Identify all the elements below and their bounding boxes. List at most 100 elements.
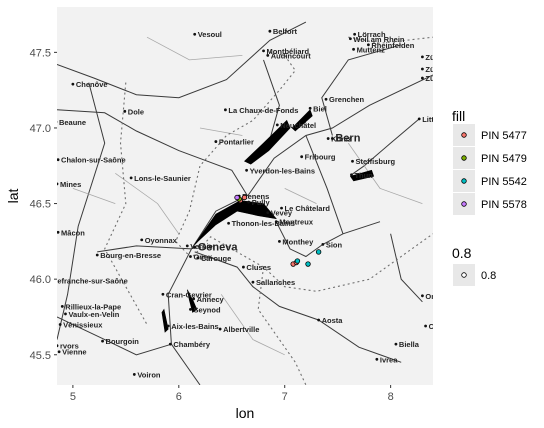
legend-fill-title: fill bbox=[452, 108, 465, 124]
city-label: Belfort bbox=[273, 27, 298, 36]
x-tick-label: 7 bbox=[282, 391, 288, 403]
city-label: Zürich (Kreis bbox=[425, 65, 471, 74]
city-label: Aosta bbox=[322, 316, 344, 325]
city-dot bbox=[185, 244, 189, 248]
city-dot bbox=[144, 394, 147, 397]
city-dot bbox=[424, 324, 427, 328]
legend-swatch bbox=[461, 201, 467, 207]
legend: fill PIN 5477 PIN 5479 PIN 5542 PIN 5578 0.… bbox=[452, 108, 527, 286]
road bbox=[191, 198, 241, 250]
city-dot bbox=[274, 220, 278, 224]
city-label: Carouge bbox=[201, 254, 231, 263]
road bbox=[57, 316, 172, 356]
city-label: Pontarlier bbox=[219, 138, 254, 147]
city-dot bbox=[166, 324, 170, 328]
city-label: Mines bbox=[60, 180, 81, 189]
city-label: Steffisburg bbox=[356, 157, 396, 166]
road bbox=[351, 118, 420, 176]
city-dot bbox=[57, 158, 60, 162]
city-label: Bern bbox=[335, 133, 360, 145]
city-dot bbox=[268, 29, 272, 33]
road bbox=[263, 59, 280, 144]
road bbox=[57, 82, 106, 340]
city-label: Beaune bbox=[59, 118, 86, 127]
city-label: Omegna bbox=[425, 292, 456, 301]
city-dot bbox=[324, 97, 328, 101]
city-label: Mâcon bbox=[61, 228, 85, 237]
city-dot bbox=[266, 211, 270, 215]
city-dot bbox=[60, 304, 64, 308]
minor-road bbox=[347, 142, 423, 204]
axis-ticks: 5 6 7 8 45.5 46.0 46.5 47.0 47.5 bbox=[30, 47, 394, 403]
city-label: Zürich (Kreis bbox=[425, 74, 471, 83]
city-label: Voiron bbox=[137, 370, 161, 379]
city-label: Vénissieux bbox=[63, 321, 103, 330]
city-label: Lörrach bbox=[358, 30, 386, 39]
city-dot bbox=[321, 242, 325, 246]
data-point bbox=[241, 194, 248, 201]
city-dot bbox=[266, 53, 270, 57]
city-dot bbox=[421, 55, 424, 59]
city-dot bbox=[242, 265, 245, 269]
city-label: Montreux bbox=[279, 218, 314, 227]
city-label: Audincourt bbox=[271, 51, 311, 60]
city-dot bbox=[132, 373, 136, 376]
city-dot bbox=[350, 173, 353, 177]
minor-road bbox=[115, 172, 180, 235]
city-label: rvors bbox=[60, 342, 79, 351]
city-dot bbox=[192, 297, 196, 301]
city-dot bbox=[58, 323, 62, 326]
lake bbox=[193, 200, 277, 247]
y-tick-label: 45.5 bbox=[30, 350, 51, 362]
city-label: Ivrea bbox=[380, 355, 398, 364]
city-dot bbox=[278, 239, 281, 243]
city-dot bbox=[317, 318, 321, 322]
city-dot bbox=[375, 357, 379, 361]
city-label: Lons-le-Saunier bbox=[134, 174, 191, 183]
y-tick-label: 46.0 bbox=[30, 274, 51, 286]
road bbox=[390, 233, 423, 303]
city-dot bbox=[352, 47, 355, 51]
lake bbox=[243, 119, 291, 165]
road bbox=[194, 251, 402, 363]
city-label: Villefranche-sur-Saône bbox=[46, 277, 128, 286]
city-dot bbox=[251, 280, 255, 284]
city-label: Rillieux-la-Pape bbox=[65, 302, 121, 311]
data-point bbox=[234, 194, 240, 201]
city-dot bbox=[280, 206, 283, 210]
city-dot bbox=[227, 221, 230, 225]
city-label: Thun bbox=[354, 171, 373, 180]
city-dot bbox=[421, 294, 424, 298]
city-label: Cluses bbox=[246, 263, 271, 272]
y-tick-label: 46.5 bbox=[30, 199, 51, 211]
minor-road bbox=[146, 36, 243, 61]
city-label: Zürich (Kreis bbox=[425, 53, 471, 62]
city-dot bbox=[64, 312, 67, 316]
city-dot bbox=[218, 327, 222, 331]
x-axis-title: lon bbox=[236, 405, 255, 421]
minor-road bbox=[72, 188, 116, 204]
city-dot bbox=[275, 123, 279, 127]
border bbox=[257, 267, 307, 385]
lake bbox=[291, 109, 313, 132]
city-label: Vaulx-en-Velin bbox=[68, 310, 119, 319]
city-label: Chambéry bbox=[173, 340, 211, 349]
city-dot bbox=[394, 342, 398, 346]
city-dot bbox=[417, 117, 421, 121]
minor-road bbox=[284, 188, 317, 204]
city-label: Vesoul bbox=[198, 30, 222, 39]
data-point bbox=[315, 249, 322, 255]
lake bbox=[161, 308, 169, 333]
legend-label: PIN 5479 bbox=[481, 153, 527, 165]
city-label: Littau bbox=[422, 115, 443, 124]
points-layer bbox=[234, 194, 322, 267]
minor-road bbox=[199, 127, 243, 136]
city-dot bbox=[57, 344, 59, 348]
city-label: Grenchen bbox=[329, 95, 364, 104]
city-dot bbox=[262, 49, 265, 53]
road bbox=[97, 245, 192, 253]
legend-size-swatch bbox=[461, 272, 467, 278]
city-label: Vienne bbox=[62, 348, 86, 357]
city-label: Onex bbox=[193, 252, 213, 261]
